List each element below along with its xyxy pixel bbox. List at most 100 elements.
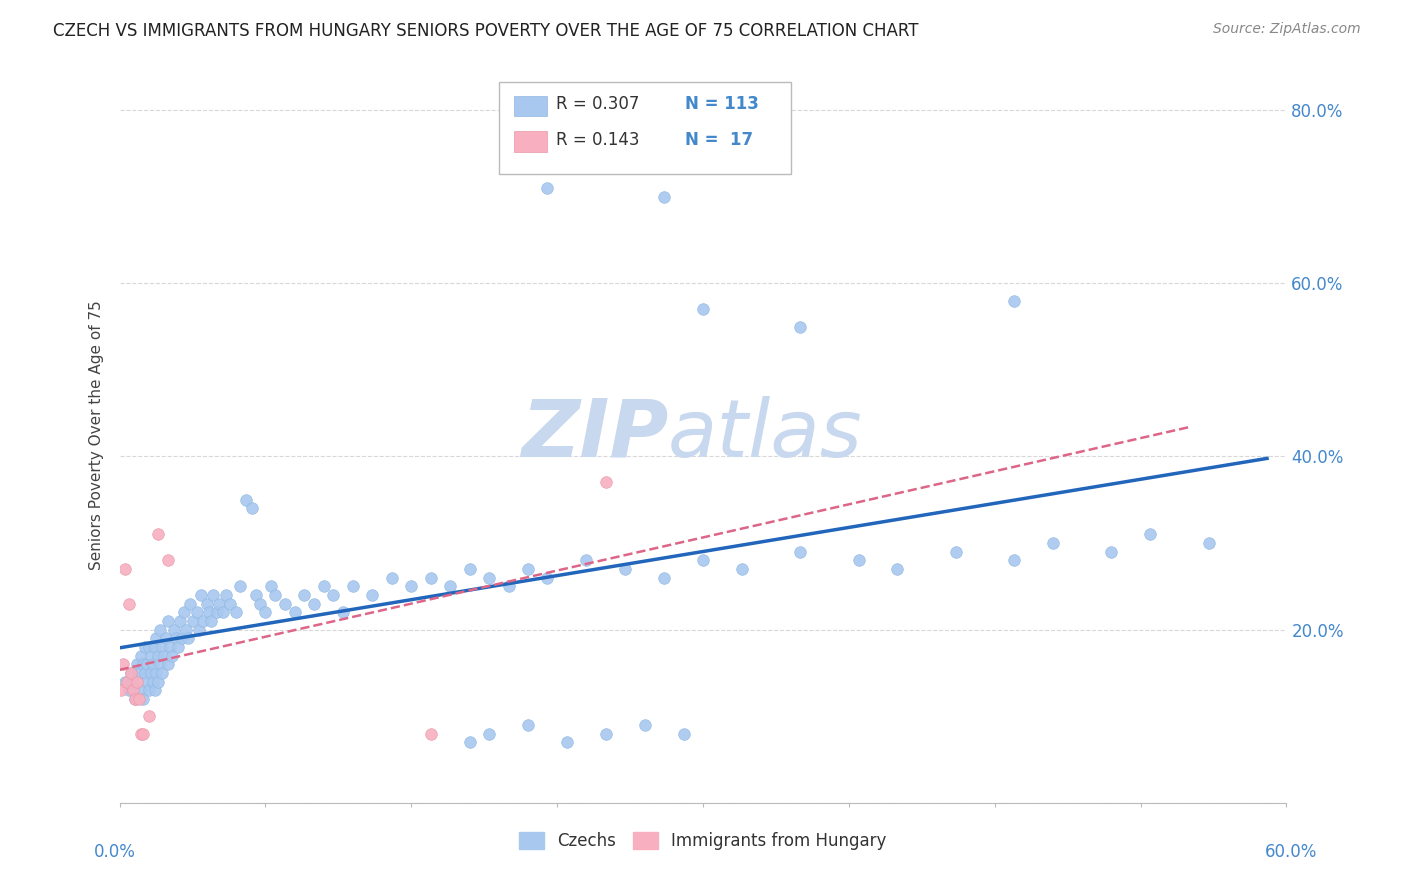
Point (292, 588, 315, 602)
Point (1002, 293, 1025, 308)
Point (169, 614, 191, 628)
Point (201, 588, 224, 602)
Text: ZIP: ZIP (520, 396, 668, 474)
Point (536, 571, 558, 585)
Point (163, 623, 186, 637)
Point (122, 674, 145, 689)
Point (112, 657, 135, 672)
Point (120, 665, 142, 680)
Legend: Czechs, Immigrants from Hungary: Czechs, Immigrants from Hungary (513, 825, 893, 857)
FancyBboxPatch shape (499, 81, 790, 174)
Point (498, 579, 520, 593)
Point (173, 605, 195, 619)
Point (419, 726, 441, 740)
Y-axis label: Seniors Poverty Over the Age of 75: Seniors Poverty Over the Age of 75 (89, 300, 104, 570)
Point (198, 605, 221, 619)
Point (692, 302, 714, 317)
Point (132, 692, 155, 706)
Text: N =  17: N = 17 (686, 131, 754, 149)
Point (219, 597, 242, 611)
Point (1002, 553, 1025, 567)
Point (789, 545, 811, 559)
Point (157, 553, 180, 567)
Text: N = 113: N = 113 (686, 95, 759, 113)
Point (1042, 536, 1064, 550)
Point (789, 319, 811, 334)
Point (254, 605, 277, 619)
Point (134, 640, 156, 654)
Point (165, 632, 187, 646)
Point (120, 665, 142, 680)
Point (381, 571, 404, 585)
Point (595, 475, 617, 490)
Point (139, 665, 162, 680)
Point (555, 735, 578, 749)
Point (166, 640, 188, 654)
Point (155, 632, 177, 646)
Point (575, 553, 598, 567)
Point (342, 579, 364, 593)
Point (652, 571, 675, 585)
Point (124, 692, 146, 706)
Point (118, 597, 141, 611)
Point (124, 692, 146, 706)
Point (138, 640, 160, 654)
Point (132, 726, 155, 740)
Point (945, 545, 967, 559)
Point (595, 726, 617, 740)
Point (208, 597, 231, 611)
Point (143, 683, 166, 698)
Point (129, 726, 152, 740)
Point (128, 665, 150, 680)
Point (517, 718, 540, 732)
Point (731, 562, 754, 576)
Point (1099, 545, 1122, 559)
Point (179, 597, 201, 611)
Point (125, 657, 148, 672)
Point (1198, 536, 1220, 550)
Point (517, 562, 540, 576)
Point (135, 657, 157, 672)
Point (122, 683, 145, 698)
Point (145, 665, 167, 680)
Text: atlas: atlas (668, 396, 863, 474)
Point (190, 588, 212, 602)
Point (176, 632, 198, 646)
Point (536, 181, 558, 195)
FancyBboxPatch shape (515, 131, 547, 152)
Point (848, 553, 870, 567)
Point (138, 709, 160, 723)
FancyBboxPatch shape (515, 95, 547, 116)
Point (652, 190, 675, 204)
Point (312, 579, 335, 593)
Point (118, 683, 141, 698)
Point (132, 657, 155, 672)
Point (129, 683, 152, 698)
Point (143, 640, 166, 654)
Point (478, 726, 501, 740)
Point (240, 501, 263, 516)
Point (1139, 527, 1161, 541)
Point (114, 562, 136, 576)
Point (215, 588, 238, 602)
Point (145, 632, 167, 646)
Point (284, 605, 307, 619)
Text: 60.0%: 60.0% (1264, 843, 1317, 861)
Point (138, 683, 160, 698)
Point (211, 605, 233, 619)
Point (170, 632, 193, 646)
Point (114, 674, 136, 689)
Point (200, 614, 222, 628)
Point (186, 605, 208, 619)
Point (249, 597, 271, 611)
Point (148, 674, 170, 689)
Point (188, 623, 211, 637)
Point (274, 597, 297, 611)
Point (148, 648, 170, 663)
Point (110, 683, 132, 698)
Text: CZECH VS IMMIGRANTS FROM HUNGARY SENIORS POVERTY OVER THE AGE OF 75 CORRELATION : CZECH VS IMMIGRANTS FROM HUNGARY SENIORS… (53, 22, 920, 40)
Point (149, 657, 172, 672)
Point (128, 692, 150, 706)
Point (134, 665, 156, 680)
Point (458, 562, 481, 576)
